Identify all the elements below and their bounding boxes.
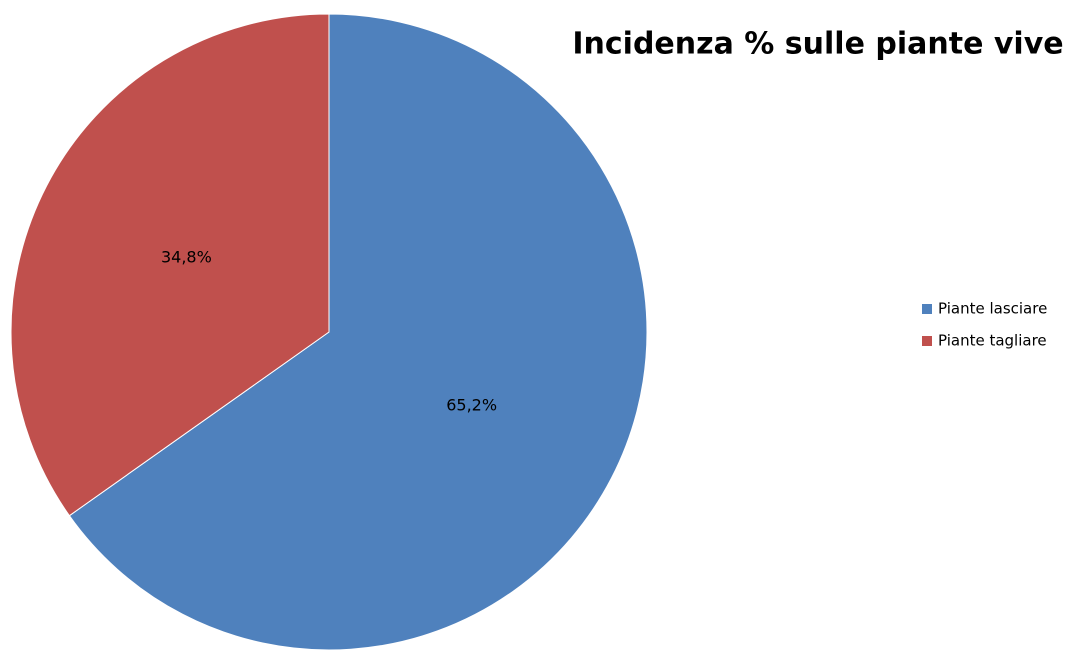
legend-label: Piante tagliare <box>938 332 1047 350</box>
chart-title: Incidenza % sulle piante vive <box>572 27 1063 62</box>
legend-marker <box>922 304 932 314</box>
pie-slice <box>68 13 648 650</box>
data-label: 65,2% <box>446 395 497 414</box>
data-label: 34,8% <box>161 248 212 267</box>
pie-slice <box>10 13 330 517</box>
legend-label: Piante lasciare <box>938 300 1047 318</box>
legend-marker <box>922 336 932 346</box>
